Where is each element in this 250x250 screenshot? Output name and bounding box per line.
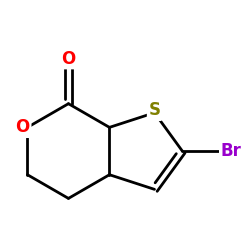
Text: Br: Br bbox=[221, 142, 242, 160]
Text: O: O bbox=[16, 118, 30, 136]
Text: S: S bbox=[148, 101, 160, 119]
Text: O: O bbox=[61, 50, 76, 68]
